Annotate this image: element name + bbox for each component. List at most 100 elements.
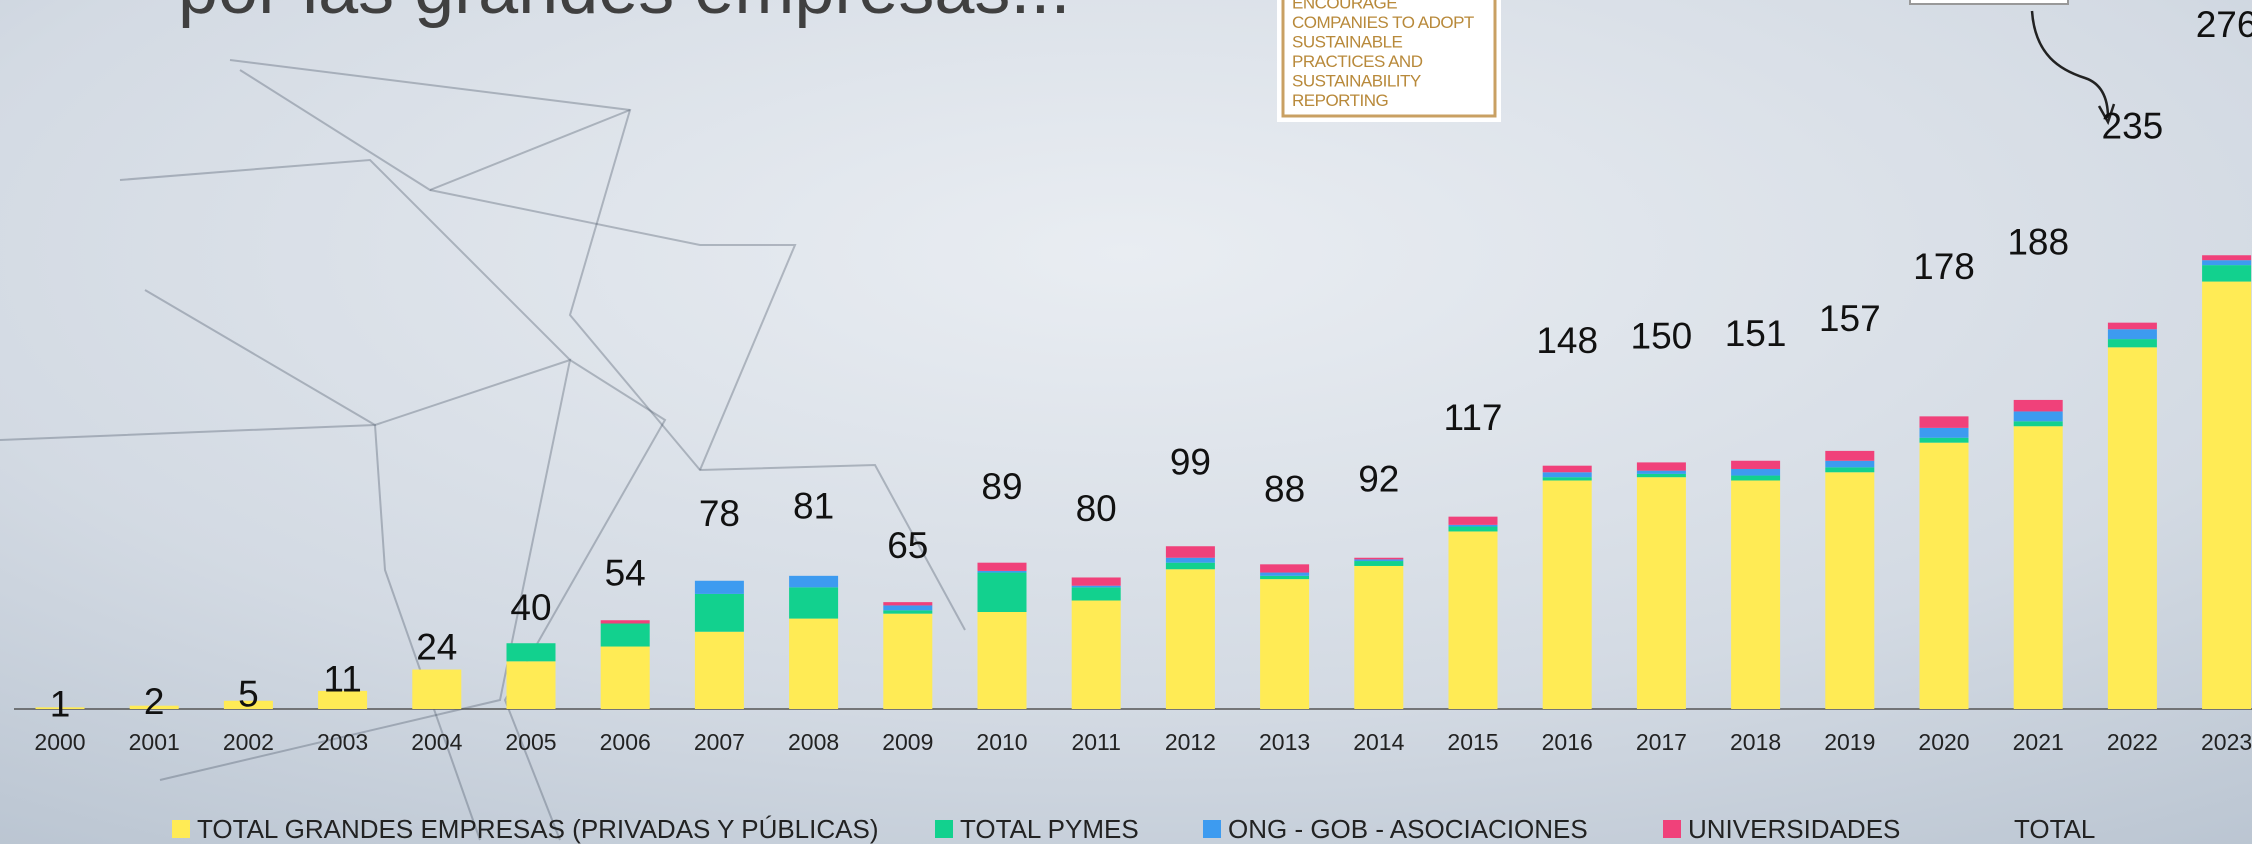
bar-segment	[978, 612, 1027, 709]
legend-label: ONG - GOB - ASOCIACIONES	[1228, 814, 1588, 844]
bar-segment	[2202, 260, 2251, 265]
x-tick-label: 2022	[2107, 729, 2158, 755]
bar-segment	[978, 571, 1027, 573]
total-label: 40	[510, 587, 551, 628]
legend-swatch	[1203, 820, 1221, 838]
bar-segment	[1920, 443, 1969, 709]
total-label: 89	[981, 466, 1022, 507]
total-label: 2	[144, 681, 165, 722]
total-label: 5	[238, 673, 259, 714]
x-tick-label: 2009	[882, 729, 933, 755]
legend-swatch	[172, 820, 190, 838]
bar-segment	[2202, 265, 2251, 281]
bar-segment	[1637, 462, 1686, 470]
bar-segment	[2014, 421, 2063, 426]
inset-text: PRACTICES AND	[1292, 52, 1423, 71]
bar-segment	[1260, 576, 1309, 579]
total-label: 81	[793, 486, 834, 527]
legend-swatch	[935, 820, 953, 838]
bar-segment	[2014, 426, 2063, 709]
x-tick-label: 2010	[976, 729, 1027, 755]
x-tick-label: 2000	[34, 729, 85, 755]
bar-segment	[789, 619, 838, 709]
inset-text: COMPANIES TO ADOPT	[1292, 13, 1474, 32]
bar-segment	[1260, 579, 1309, 709]
x-tick-label: 2012	[1165, 729, 1216, 755]
bar-segment	[1260, 564, 1309, 572]
total-label: 148	[1536, 320, 1598, 361]
bar-segment	[1072, 577, 1121, 585]
x-tick-label: 2002	[223, 729, 274, 755]
total-label: 11	[323, 659, 361, 700]
total-label: 235	[2102, 105, 2164, 146]
bar-segment	[883, 610, 932, 613]
bar-segment	[978, 563, 1027, 571]
bar-segment	[601, 624, 650, 647]
legend-label: TOTAL GRANDES EMPRESAS (PRIVADAS Y PÚBLI…	[197, 814, 878, 844]
bar-segment	[2202, 282, 2251, 709]
inset-text: SUSTAINABLE	[1292, 32, 1403, 51]
x-tick-label: 2014	[1353, 729, 1404, 755]
x-tick-label: 2007	[694, 729, 745, 755]
inset-text: REPORTING	[1292, 91, 1388, 110]
x-tick-label: 2015	[1447, 729, 1498, 755]
bar-segment	[1449, 517, 1498, 525]
x-tick-label: 2017	[1636, 729, 1687, 755]
bar-segment	[2108, 339, 2157, 347]
bar-segment	[1920, 416, 1969, 428]
bar-segment	[1166, 558, 1215, 563]
background	[0, 0, 2252, 844]
bar-segment	[1166, 569, 1215, 709]
total-label: 151	[1725, 313, 1787, 354]
bar-segment	[1637, 477, 1686, 709]
bar-segment	[1825, 461, 1874, 468]
total-label: 117	[1444, 397, 1503, 438]
bar-segment	[695, 632, 744, 709]
inset-text: ENCOURAGE	[1292, 0, 1397, 12]
bar-segment	[412, 670, 461, 709]
x-tick-label: 2006	[600, 729, 651, 755]
bar-segment	[601, 647, 650, 709]
x-tick-label: 2008	[788, 729, 839, 755]
total-label: 188	[2007, 221, 2069, 262]
bar-segment	[883, 605, 932, 610]
bar-segment	[1825, 451, 1874, 461]
bar-segment	[883, 602, 932, 605]
bar-segment	[1637, 471, 1686, 474]
bar-segment	[1449, 527, 1498, 532]
x-tick-label: 2018	[1730, 729, 1781, 755]
bar-segment	[2202, 255, 2251, 260]
x-tick-label: 2020	[1918, 729, 1969, 755]
bar-segment	[2108, 329, 2157, 339]
x-tick-label: 2013	[1259, 729, 1310, 755]
bar-segment	[1920, 438, 1969, 443]
page: por las grandes empresas... ENCOURAGECOM…	[0, 0, 2252, 844]
x-tick-label: 2005	[505, 729, 556, 755]
x-tick-label: 2004	[411, 729, 462, 755]
bar-segment	[695, 594, 744, 632]
bar-segment	[1543, 477, 1592, 480]
bar-segment	[1825, 467, 1874, 472]
x-tick-label: 2011	[1071, 729, 1120, 755]
chart: por las grandes empresas... ENCOURAGECOM…	[0, 0, 2252, 844]
total-label: 1	[50, 683, 71, 724]
bar-segment	[1920, 428, 1969, 438]
bar-segment	[601, 620, 650, 623]
total-label: 99	[1170, 441, 1211, 482]
x-tick-label: 2023	[2201, 729, 2252, 755]
bar-segment	[1731, 480, 1780, 709]
total-label: 88	[1264, 468, 1305, 509]
bar-segment	[1731, 461, 1780, 469]
bar-segment	[1449, 525, 1498, 527]
legend-label: UNIVERSIDADES	[1688, 814, 1900, 844]
bar-segment	[507, 643, 556, 661]
x-tick-label: 2016	[1542, 729, 1593, 755]
bar-segment	[978, 573, 1027, 612]
bar-segment	[1825, 472, 1874, 709]
bar-segment	[1354, 559, 1403, 561]
bar-segment	[1072, 587, 1121, 600]
bar-segment	[1166, 563, 1215, 570]
legend-label: TOTAL	[2014, 814, 2095, 844]
chart-title: por las grandes empresas...	[178, 0, 1070, 29]
bar-segment	[1637, 474, 1686, 477]
